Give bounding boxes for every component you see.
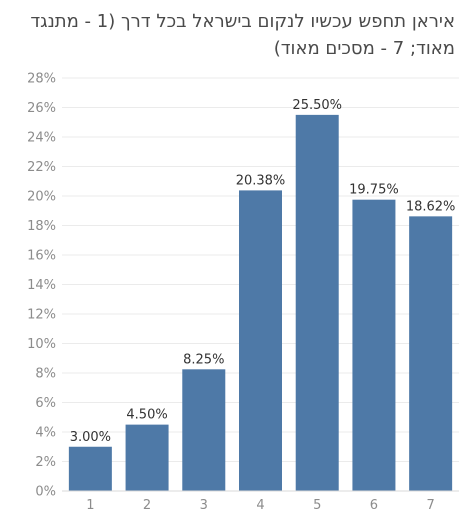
bar xyxy=(239,190,282,491)
y-tick-label: 10% xyxy=(27,337,56,352)
bar xyxy=(409,216,453,492)
data-label: 8.25% xyxy=(183,352,224,367)
bar xyxy=(125,424,169,491)
x-tick-label: 3 xyxy=(200,498,208,513)
y-tick-label: 2% xyxy=(35,455,56,470)
x-axis-ticks: 1 2 3 4 5 6 7 xyxy=(86,498,435,513)
y-tick-label: 28% xyxy=(27,72,56,87)
data-labels: 3.00% 4.50% 8.25% 20.38% 25.50% 19.75% 18.62% xyxy=(70,98,456,445)
y-tick-label: 0% xyxy=(35,485,56,500)
y-tick-label: 20% xyxy=(27,190,56,205)
data-label: 25.50% xyxy=(292,98,342,113)
x-tick-label: 7 xyxy=(427,498,435,513)
data-label: 4.50% xyxy=(126,408,167,423)
data-label: 18.62% xyxy=(406,199,456,214)
y-tick-label: 8% xyxy=(35,367,56,382)
x-tick-label: 4 xyxy=(256,498,264,513)
y-tick-label: 22% xyxy=(27,160,56,175)
bar xyxy=(68,446,112,491)
y-tick-label: 26% xyxy=(27,101,56,116)
x-tick-label: 1 xyxy=(86,498,94,513)
y-tick-label: 14% xyxy=(27,278,56,293)
y-tick-label: 16% xyxy=(27,249,56,264)
bar xyxy=(295,114,339,491)
y-tick-label: 24% xyxy=(27,131,56,146)
data-label: 3.00% xyxy=(70,430,111,445)
bar xyxy=(352,199,396,491)
x-tick-label: 2 xyxy=(143,498,151,513)
x-tick-label: 6 xyxy=(370,498,378,513)
chart-title: איראן תחפש עכשיו לנקום בישראל בכל דרך (1… xyxy=(30,11,455,59)
x-tick-label: 5 xyxy=(313,498,321,513)
y-tick-label: 18% xyxy=(27,219,56,234)
y-axis-ticks: 0% 2% 4% 6% 8% 10% 12% 14% 16% 18% 20% 22% 24% 26% 28% xyxy=(27,72,56,500)
y-tick-label: 4% xyxy=(35,426,56,441)
data-label: 20.38% xyxy=(236,173,286,188)
data-label: 19.75% xyxy=(349,183,399,198)
bar xyxy=(182,369,226,491)
y-tick-label: 6% xyxy=(35,396,56,411)
y-tick-label: 12% xyxy=(27,308,56,323)
bars xyxy=(68,114,453,492)
